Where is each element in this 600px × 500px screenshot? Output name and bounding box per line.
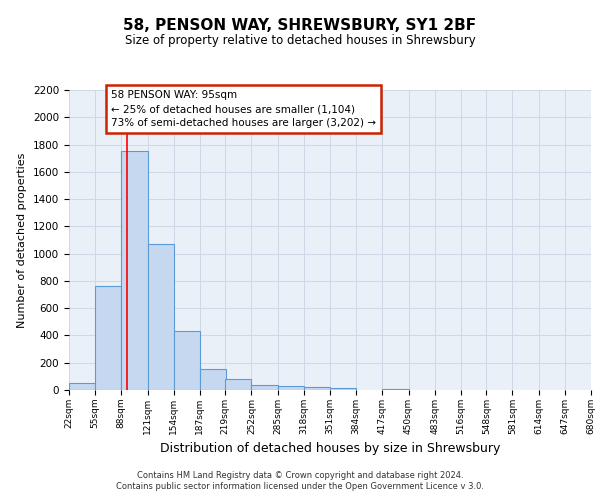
- Bar: [148, 244, 174, 390]
- Bar: [95, 286, 121, 390]
- Text: Contains HM Land Registry data © Crown copyright and database right 2024.: Contains HM Land Registry data © Crown c…: [137, 471, 463, 480]
- Bar: [69, 382, 95, 390]
- Bar: [174, 332, 200, 390]
- Y-axis label: Number of detached properties: Number of detached properties: [17, 152, 28, 328]
- Bar: [330, 388, 356, 390]
- Bar: [304, 388, 330, 390]
- Bar: [382, 388, 409, 390]
- X-axis label: Distribution of detached houses by size in Shrewsbury: Distribution of detached houses by size …: [160, 442, 500, 456]
- Bar: [278, 386, 304, 390]
- Text: Size of property relative to detached houses in Shrewsbury: Size of property relative to detached ho…: [125, 34, 475, 47]
- Text: 58 PENSON WAY: 95sqm
← 25% of detached houses are smaller (1,104)
73% of semi-de: 58 PENSON WAY: 95sqm ← 25% of detached h…: [111, 90, 376, 128]
- Text: 58, PENSON WAY, SHREWSBURY, SY1 2BF: 58, PENSON WAY, SHREWSBURY, SY1 2BF: [124, 18, 476, 32]
- Bar: [251, 385, 278, 390]
- Text: Contains public sector information licensed under the Open Government Licence v : Contains public sector information licen…: [116, 482, 484, 491]
- Bar: [200, 369, 226, 390]
- Bar: [121, 152, 148, 390]
- Bar: [225, 379, 251, 390]
